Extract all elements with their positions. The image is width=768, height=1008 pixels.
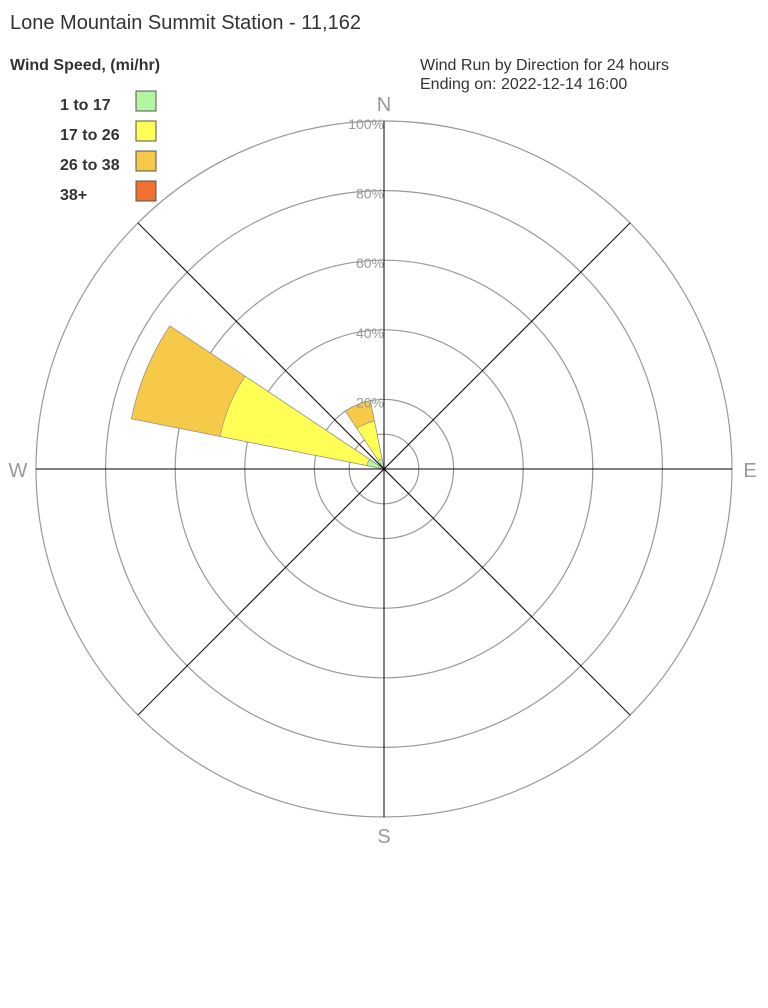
spoke-line: [137, 222, 631, 716]
legend-swatch: [135, 90, 157, 112]
cardinal-label-n: N: [377, 94, 391, 116]
radial-tick-label: 60%: [356, 255, 384, 271]
chart-subtitle-line2: Ending on: 2022-12-14 16:00: [420, 76, 627, 93]
radial-tick-label: 80%: [356, 186, 384, 202]
radial-tick-label: 100%: [348, 116, 384, 132]
cardinal-label-s: S: [377, 826, 390, 848]
legend-heading: Wind Speed, (mi/hr): [10, 57, 160, 74]
legend-label: 17 to 26: [60, 127, 120, 144]
legend-label: 26 to 38: [60, 157, 120, 174]
legend-swatch: [135, 120, 157, 142]
sector-nnw-bin-1: [377, 458, 385, 470]
cardinal-label-w: W: [9, 460, 28, 482]
wind-sectors: [131, 325, 385, 470]
cardinal-label-e: E: [743, 460, 756, 482]
sector-wnw-bin-1: [366, 458, 385, 470]
chart-subtitle-line1: Wind Run by Direction for 24 hours: [420, 57, 669, 74]
radial-tick-label: 20%: [356, 394, 384, 410]
radial-tick-label: 40%: [356, 325, 384, 341]
cardinal-labels: N E S W: [9, 94, 757, 848]
radial-tick-labels: 20% 40% 60% 80% 100%: [348, 116, 384, 410]
legend-label: 38+: [60, 187, 87, 204]
legend-swatch: [135, 150, 157, 172]
chart-title: Lone Mountain Summit Station - 11,162: [10, 12, 361, 34]
legend-swatch: [135, 180, 157, 202]
legend: 1 to 17 17 to 26 26 to 38 38+: [60, 90, 157, 204]
sector-nnw-bin-2: [356, 420, 385, 470]
direction-spokes: [36, 121, 732, 817]
legend-label: 1 to 17: [60, 97, 111, 114]
sector-wnw-bin-2: [219, 375, 385, 470]
